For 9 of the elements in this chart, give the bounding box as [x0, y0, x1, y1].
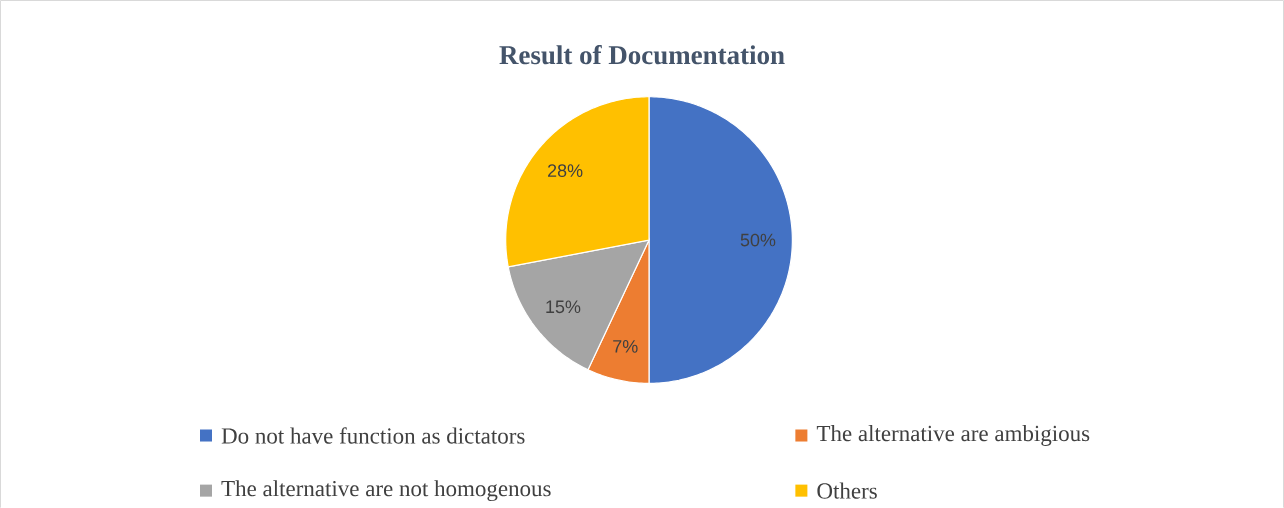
data-label: 7%: [613, 340, 638, 353]
chart-title: Result of Documentation: [499, 44, 785, 65]
data-label: 50%: [740, 233, 776, 247]
legend-label: Others: [817, 482, 877, 499]
data-label: 15%: [546, 300, 581, 314]
data-label: 28%: [548, 164, 583, 177]
legend-label: The alternative are not homogenous: [221, 480, 551, 501]
legend-label: The alternative are ambigious: [816, 424, 1090, 446]
legend-label: Do not have function as dictators: [221, 427, 525, 444]
